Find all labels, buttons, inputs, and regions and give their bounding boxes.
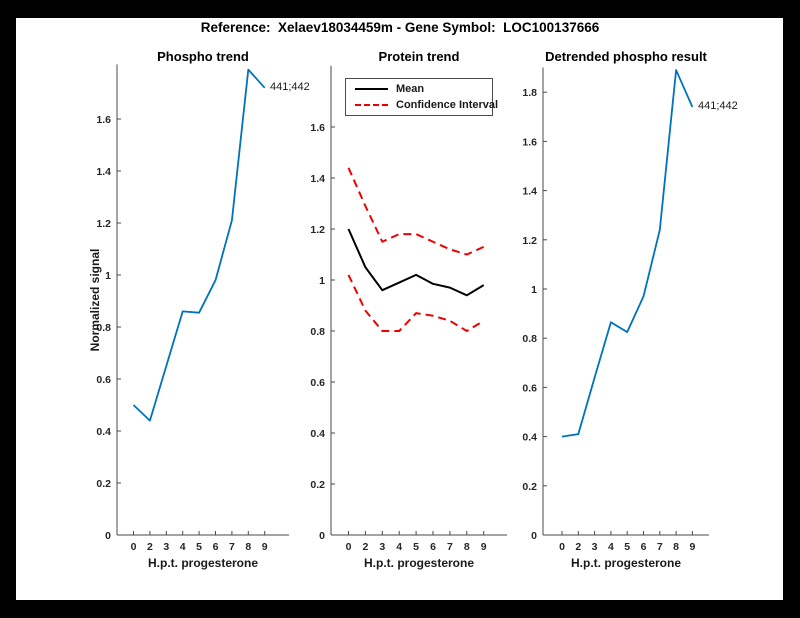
y-tick-label: 1.6: [310, 122, 325, 134]
y-tick-label: 0.6: [310, 377, 325, 389]
y-tick-label: 1.2: [522, 235, 537, 247]
y-tick-label: 0: [319, 530, 325, 542]
y-tick-label: 0: [105, 530, 111, 542]
x-tick-label: 2: [362, 541, 368, 553]
ci-upper-line: [347, 167, 485, 256]
plot-title-protein: Protein trend: [378, 49, 460, 64]
y-tick-label: 0.2: [310, 479, 325, 491]
y-tick-label: 0.2: [96, 478, 111, 490]
detrended-line: [561, 69, 694, 438]
x-tick-label: 9: [689, 541, 695, 553]
y-tick-label: 0.8: [310, 326, 325, 338]
y-tick-label: 0.8: [522, 333, 537, 345]
x-tick-label: 4: [180, 541, 186, 553]
legend-ci-line-sample: [355, 104, 388, 106]
x-tick-label: 3: [379, 541, 385, 553]
y-tick-label: 1.6: [522, 136, 537, 148]
y-tick-label: 0.2: [522, 481, 537, 493]
y-tick-label: 1: [319, 275, 325, 287]
x-tick-label: 9: [481, 541, 487, 553]
ci-lower-line: [347, 274, 485, 332]
figure-title: Reference: Xelaev18034459m - Gene Symbol…: [200, 20, 600, 35]
x-axis-label-3: H.p.t. progesterone: [570, 556, 682, 570]
y-tick-label: 1.4: [522, 186, 537, 198]
legend-row-mean: Mean: [346, 82, 492, 96]
y-tick-label: 0.6: [522, 382, 537, 394]
x-tick-label: 7: [657, 541, 663, 553]
plot-title-detrended: Detrended phospho result: [545, 49, 707, 64]
y-axis-label: Normalized signal: [88, 248, 102, 352]
y-tick-label: 1.2: [310, 224, 325, 236]
plot-title-phospho: Phospho trend: [157, 49, 249, 64]
x-tick-label: 5: [413, 541, 419, 553]
x-tick-label: 8: [245, 541, 251, 553]
x-tick-label: 0: [346, 541, 352, 553]
x-tick-label: 6: [213, 541, 219, 553]
y-tick-label: 1: [105, 270, 111, 282]
y-tick-label: 1.6: [96, 114, 111, 126]
x-tick-label: 7: [447, 541, 453, 553]
x-tick-label: 5: [196, 541, 202, 553]
y-tick-label: 0.4: [522, 432, 537, 444]
y-tick-label: 0.8: [96, 322, 111, 334]
legend: Mean Confidence Interval: [345, 78, 498, 116]
legend-row-ci: Confidence Interval: [346, 98, 498, 112]
x-tick-label: 6: [430, 541, 436, 553]
x-tick-label: 4: [608, 541, 614, 553]
y-tick-label: 1.4: [310, 173, 325, 185]
x-tick-label: 7: [229, 541, 235, 553]
legend-ci-label: Confidence Interval: [396, 99, 499, 111]
x-tick-label: 4: [396, 541, 402, 553]
x-tick-label: 3: [592, 541, 598, 553]
legend-mean-line-sample: [355, 88, 388, 90]
x-tick-label: 8: [464, 541, 470, 553]
x-axis-label-1: H.p.t. progesterone: [147, 556, 259, 570]
mean-line: [347, 228, 485, 297]
y-tick-label: 0: [531, 530, 537, 542]
x-tick-label: 0: [559, 541, 565, 553]
x-tick-label: 9: [262, 541, 268, 553]
y-tick-label: 1.8: [522, 87, 537, 99]
x-tick-label: 2: [147, 541, 153, 553]
x-tick-label: 3: [163, 541, 169, 553]
annotation-phospho-endpoint: 441;442: [270, 81, 310, 93]
x-tick-label: 2: [575, 541, 581, 553]
x-tick-label: 5: [624, 541, 630, 553]
annotation-detrended-endpoint: 441;442: [698, 100, 738, 112]
y-tick-label: 0.4: [96, 426, 111, 438]
y-tick-label: 0.4: [310, 428, 325, 440]
y-tick-label: 1: [531, 284, 537, 296]
x-axis-label-2: H.p.t. progesterone: [363, 556, 475, 570]
x-tick-label: 0: [131, 541, 137, 553]
y-tick-label: 1.2: [96, 218, 111, 230]
x-tick-label: 6: [641, 541, 647, 553]
x-tick-label: 8: [673, 541, 679, 553]
legend-mean-label: Mean: [396, 83, 425, 95]
phospho-line: [132, 68, 266, 422]
y-tick-label: 1.4: [96, 166, 111, 178]
y-tick-label: 0.6: [96, 374, 111, 386]
